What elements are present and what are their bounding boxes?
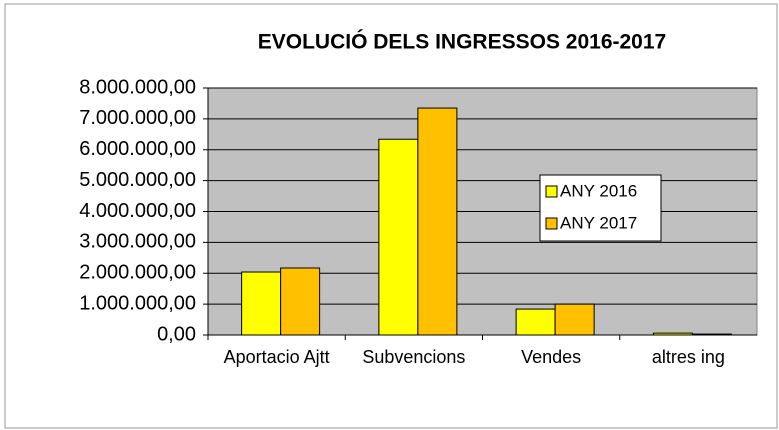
y-tick-label: 0,00 (157, 323, 196, 345)
y-tick-label: 3.000.000,00 (79, 231, 196, 253)
legend-swatch (545, 217, 558, 230)
bar (378, 138, 419, 336)
x-tick-label: Vendes (521, 347, 581, 367)
x-tick-label: Aportacio Ajtt (224, 347, 330, 367)
bar (554, 303, 595, 336)
legend-swatch (545, 185, 558, 198)
legend-label: ANY 2017 (560, 213, 637, 232)
y-tick-label: 8.000.000,00 (79, 76, 196, 98)
y-tick-label: 7.000.000,00 (79, 107, 196, 129)
bar (417, 107, 458, 336)
legend-box (539, 174, 662, 242)
y-tick-label: 4.000.000,00 (79, 200, 196, 222)
bar (515, 308, 556, 336)
y-tick-label: 6.000.000,00 (79, 138, 196, 160)
legend-label: ANY 2016 (560, 181, 637, 200)
y-tick-label: 1.000.000,00 (79, 292, 196, 314)
chart-title: EVOLUCIÓ DELS INGRESSOS 2016-2017 (258, 30, 666, 54)
x-tick-label: altres ing (652, 347, 725, 367)
y-tick-label: 2.000.000,00 (79, 262, 196, 284)
bar (241, 271, 282, 336)
y-tick-label: 5.000.000,00 (79, 169, 196, 191)
bar (280, 267, 321, 336)
x-tick-label: Subvencions (362, 347, 465, 367)
